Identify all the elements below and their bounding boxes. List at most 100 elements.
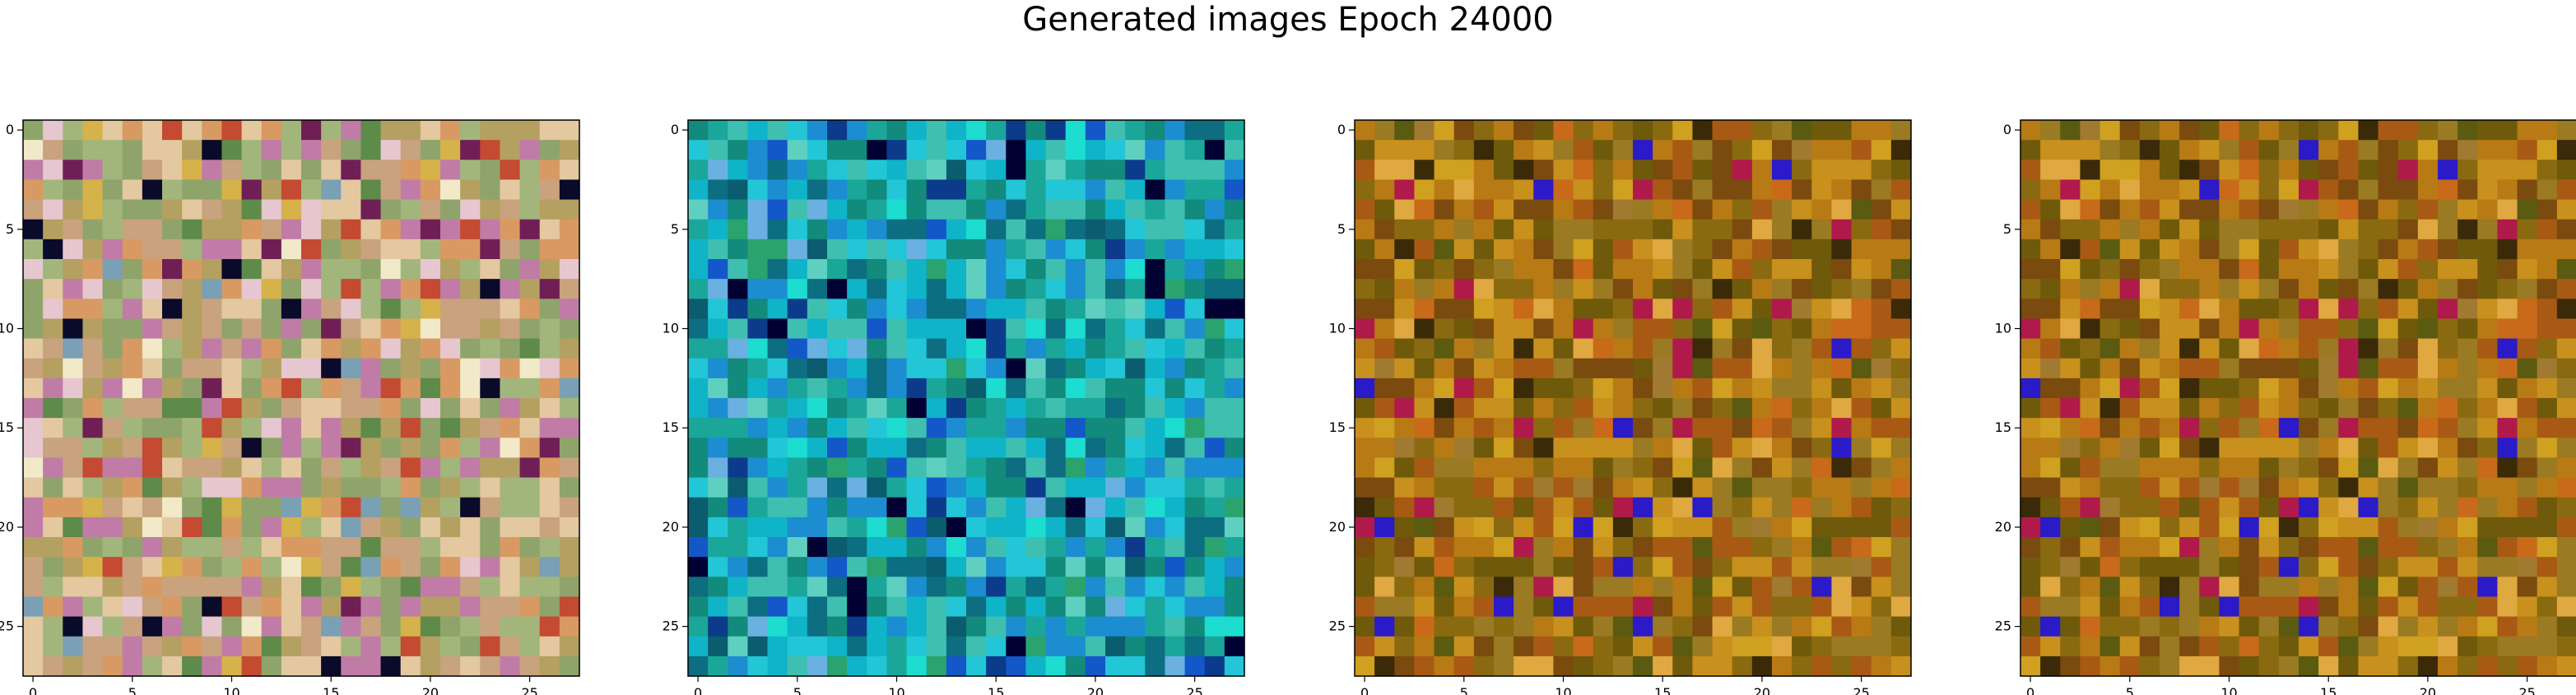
pixel-cell xyxy=(1434,299,1455,320)
pixel-cell xyxy=(2318,120,2339,141)
pixel-cell xyxy=(2219,497,2240,518)
pixel-cell xyxy=(2278,378,2299,399)
pixel-cell xyxy=(2497,299,2518,320)
pixel-cell xyxy=(1165,239,1186,260)
pixel-cell xyxy=(1105,239,1126,260)
pixel-cell xyxy=(2378,537,2399,558)
pixel-cell xyxy=(1633,477,1653,498)
pixel-cell xyxy=(1732,160,1753,181)
pixel-cell xyxy=(1811,636,1833,657)
pixel-cell xyxy=(1045,239,1067,260)
pixel-cell xyxy=(1085,596,1106,618)
pixel-cell xyxy=(142,398,163,419)
pixel-cell xyxy=(559,358,580,379)
pixel-cell xyxy=(1593,259,1614,280)
pixel-cell xyxy=(1851,259,1872,280)
x-tick-label: 5 xyxy=(793,685,802,695)
pixel-cell xyxy=(2040,299,2061,320)
pixel-cell xyxy=(1533,160,1555,181)
pixel-cell xyxy=(2438,160,2458,181)
pixel-cell xyxy=(162,477,183,498)
pixel-cell xyxy=(847,577,867,598)
pixel-cell xyxy=(1653,179,1673,201)
pixel-cell xyxy=(2160,517,2180,538)
pixel-cell xyxy=(1811,279,1833,299)
y-tick-label: 0 xyxy=(2003,122,2011,137)
pixel-cell xyxy=(2020,596,2041,618)
pixel-cell xyxy=(63,279,84,299)
pixel-cell xyxy=(241,477,263,498)
pixel-cell xyxy=(1612,477,1634,498)
pixel-cell xyxy=(539,557,560,577)
pixel-cell xyxy=(1593,120,1614,141)
pixel-cell xyxy=(2060,418,2081,438)
pixel-cell xyxy=(2139,656,2160,677)
pixel-cell xyxy=(847,358,867,379)
pixel-cell xyxy=(2258,457,2280,479)
pixel-cell xyxy=(2119,299,2141,320)
pixel-cell xyxy=(966,199,987,220)
pixel-cell xyxy=(1851,120,1872,141)
pixel-cell xyxy=(1514,537,1534,558)
pixel-cell xyxy=(1871,358,1892,379)
pixel-cell xyxy=(1434,537,1455,558)
pixel-cell xyxy=(1145,279,1166,299)
pixel-cell xyxy=(1573,378,1594,399)
pixel-cell xyxy=(102,497,123,518)
pixel-cell xyxy=(2457,438,2478,459)
pixel-cell xyxy=(559,438,580,459)
pixel-cell xyxy=(867,497,888,518)
pixel-cell xyxy=(440,636,461,657)
pixel-cell xyxy=(2278,219,2299,240)
pixel-cell xyxy=(1045,179,1067,201)
pixel-cell xyxy=(1553,160,1574,181)
pixel-cell xyxy=(1672,160,1694,181)
pixel-cell xyxy=(380,457,402,479)
pixel-cell xyxy=(559,477,580,498)
pixel-cell xyxy=(966,656,987,677)
pixel-cell xyxy=(2358,179,2379,201)
pixel-cell xyxy=(867,398,888,419)
pixel-cell xyxy=(2099,497,2121,518)
pixel-cell xyxy=(2020,199,2041,220)
pixel-cell xyxy=(767,438,788,459)
pixel-cell xyxy=(241,299,263,320)
x-tick-label: 10 xyxy=(1555,685,1571,695)
pixel-cell xyxy=(787,636,808,657)
pixel-cell xyxy=(926,140,947,160)
pixel-cell xyxy=(559,239,580,260)
pixel-cell xyxy=(202,616,223,637)
pixel-cell xyxy=(767,140,788,160)
pixel-cell xyxy=(1165,378,1186,399)
pixel-cell xyxy=(500,577,521,598)
pixel-cell xyxy=(767,596,788,618)
pixel-cell xyxy=(966,477,987,498)
pixel-cell xyxy=(1633,497,1653,518)
pixel-cell xyxy=(2040,179,2061,201)
pixel-cell xyxy=(420,616,441,637)
pixel-cell xyxy=(1712,160,1733,181)
pixel-cell xyxy=(1732,477,1753,498)
pixel-cell xyxy=(2219,179,2240,201)
pixel-cell xyxy=(747,279,769,299)
pixel-cell xyxy=(1165,457,1186,479)
pixel-cell xyxy=(1593,438,1614,459)
pixel-cell xyxy=(1065,636,1086,657)
pixel-cell xyxy=(2438,279,2458,299)
pixel-cell xyxy=(847,199,867,220)
pixel-cell xyxy=(1125,259,1146,280)
pixel-cell xyxy=(2258,199,2280,220)
pixel-cell xyxy=(1732,636,1753,657)
pixel-cell xyxy=(1553,577,1574,598)
pixel-cell xyxy=(847,398,867,419)
pixel-cell xyxy=(906,140,928,160)
pixel-cell xyxy=(1533,656,1555,677)
pixel-cell xyxy=(341,517,362,538)
pixel-cell xyxy=(2040,636,2061,657)
pixel-cell xyxy=(202,279,223,299)
x-tick-label: 5 xyxy=(128,685,137,695)
pixel-cell xyxy=(2477,457,2499,479)
pixel-cell xyxy=(2040,219,2061,240)
pixel-cell xyxy=(2517,457,2538,479)
pixel-cell xyxy=(1573,179,1594,201)
